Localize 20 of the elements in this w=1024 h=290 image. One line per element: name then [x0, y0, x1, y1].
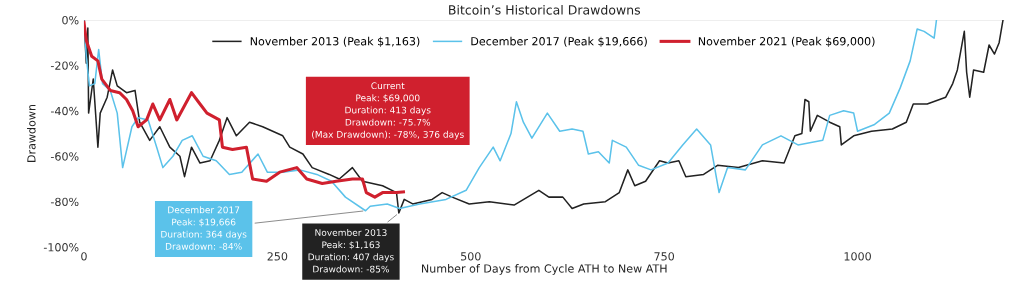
annotation: December 2017 Peak: $19,666 Duration: 364 days Drawdown: -84% — [161, 206, 247, 250]
annotation: Current Peak: $69,000 Duration: 413 days Drawdown: -75.7% (Max Drawdown): -78%, 376 days — [312, 82, 464, 140]
y-tick-label: -40% — [50, 106, 79, 116]
legend-label: December 2017 (Peak $19,666) — [471, 36, 647, 47]
legend-label: November 2013 (Peak $1,163) — [250, 36, 420, 47]
x-tick-label: 250 — [267, 252, 288, 261]
x-tick-label: 750 — [654, 252, 675, 261]
x-axis-title: Number of Days from Cycle ATH to New ATH — [422, 264, 667, 275]
chart-title: Bitcoin’s Historical Drawdowns — [449, 4, 641, 15]
annotation: November 2013 Peak: $1,163 Duration: 407 days Drawdown: -85% — [308, 229, 394, 273]
x-tick-label: 0 — [81, 252, 87, 261]
legend-label: November 2021 (Peak $69,000) — [698, 36, 875, 47]
y-tick-label: -80% — [50, 197, 79, 207]
x-tick-label: 1000 — [844, 252, 871, 261]
y-tick-label: 0% — [62, 15, 79, 25]
y-axis-title: Drawdown — [27, 104, 36, 162]
y-tick-label: -20% — [50, 61, 79, 70]
x-tick-label: 500 — [461, 252, 481, 261]
y-tick-label: -100% — [43, 243, 79, 252]
y-tick-label: -60% — [50, 152, 79, 161]
